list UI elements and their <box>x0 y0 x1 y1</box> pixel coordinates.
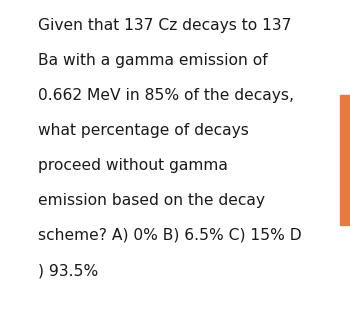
Text: 0.662 MeV in 85% of the decays,: 0.662 MeV in 85% of the decays, <box>38 88 294 103</box>
Text: ) 93.5%: ) 93.5% <box>38 263 98 278</box>
Text: scheme? A) 0% B) 6.5% C) 15% D: scheme? A) 0% B) 6.5% C) 15% D <box>38 228 302 243</box>
Text: emission based on the decay: emission based on the decay <box>38 193 265 208</box>
Bar <box>340 95 350 225</box>
Text: what percentage of decays: what percentage of decays <box>38 123 249 138</box>
Text: proceed without gamma: proceed without gamma <box>38 158 228 173</box>
Text: Ba with a gamma emission of: Ba with a gamma emission of <box>38 53 268 68</box>
Text: Given that 137 Cz decays to 137: Given that 137 Cz decays to 137 <box>38 18 292 33</box>
